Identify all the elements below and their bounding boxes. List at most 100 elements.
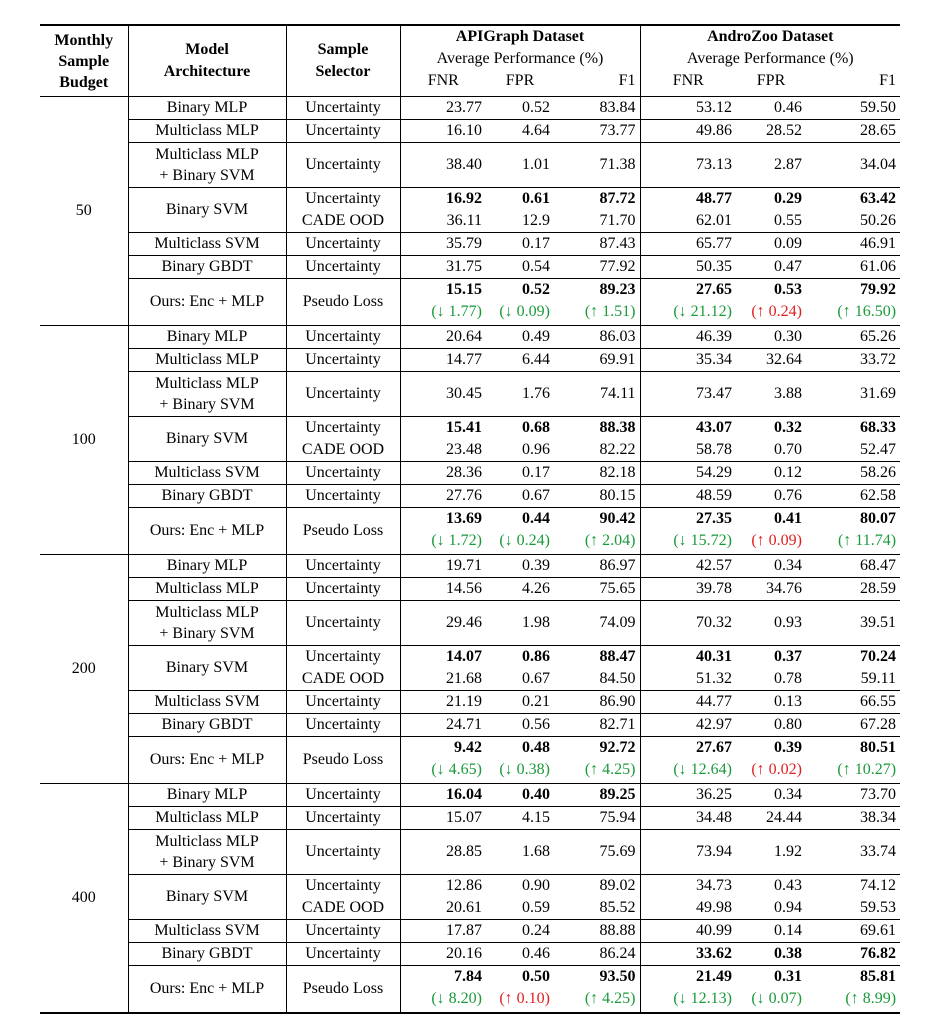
delta-value: (↓ 0.24) xyxy=(499,532,550,549)
androzoo-f1-value: 61.06 xyxy=(860,258,897,275)
architecture-cell: Ours: Enc + MLP xyxy=(128,736,287,784)
apigraph-fnr-value: 23.77 xyxy=(446,99,482,116)
androzoo-fpr-value: 24.44 xyxy=(766,809,802,826)
androzoo-f1-value: 66.55 xyxy=(860,693,897,710)
architecture-cell: Binary SVM xyxy=(128,187,287,233)
androzoo-fpr-value: 0.46 xyxy=(774,99,802,116)
androzoo-fnr-value: 73.94 xyxy=(696,843,732,860)
architecture-cell: Multiclass MLP + Binary SVM xyxy=(128,600,287,646)
architecture-cell: Binary GBDT xyxy=(128,255,287,279)
architecture-cell: Binary MLP xyxy=(128,783,287,807)
androzoo-fnr-value: 43.07 xyxy=(696,419,732,436)
androzoo-fnr-value: 73.47 xyxy=(696,385,732,402)
androzoo-f1-value: 69.61 xyxy=(860,922,897,939)
apigraph-fpr-value: 0.67 xyxy=(522,487,550,504)
apigraph-fnr-value: 23.48 xyxy=(446,441,482,458)
androzoo-fnr-value: 34.48 xyxy=(696,809,732,826)
apigraph-f1-value: 73.77 xyxy=(554,119,641,143)
apigraph-f1-value: 82.22 xyxy=(554,439,641,462)
architecture-cell: Multiclass MLP + Binary SVM xyxy=(128,371,287,417)
apigraph-fpr-value: 1.98 xyxy=(522,614,550,631)
androzoo-fnr-value: 27.67 xyxy=(696,739,732,756)
apigraph-fnr-value: 7.84 xyxy=(454,968,482,985)
table-row: Multiclass MLP Uncertainty 16.10 4.64 73.77 4… xyxy=(40,119,901,143)
dataset-subtitle: Average Performance (%) xyxy=(686,50,854,67)
table-row-deltas: (↓ 4.65) (↓ 0.38) (↑ 4.25) (↓ 12.64) (↑ 0.02… xyxy=(40,759,900,784)
androzoo-fnr-value: 33.62 xyxy=(696,945,732,962)
androzoo-fpr-value: 0.09 xyxy=(774,235,802,252)
table-row: CADE OOD 21.68 0.67 84.50 51.32 0.78 59.11 xyxy=(40,668,900,691)
architecture-cell: Binary MLP xyxy=(128,325,287,349)
delta-value: (↓ 1.72) xyxy=(431,532,482,549)
apigraph-f1-value: 86.24 xyxy=(554,942,641,966)
androzoo-f1-value: 46.91 xyxy=(860,235,897,252)
apigraph-fnr-value: 9.42 xyxy=(454,739,482,756)
dataset-name: AndroZoo Dataset xyxy=(707,28,834,45)
apigraph-f1-value: 87.43 xyxy=(554,232,641,256)
delta-value: (↑ 10.27) xyxy=(837,761,897,778)
table-row-ours: Ours: Enc + MLP Pseudo Loss 15.15 0.52 89.23… xyxy=(40,278,901,326)
selector-cell: Uncertainty xyxy=(286,142,401,188)
selector-cell: Uncertainty xyxy=(286,554,401,578)
apigraph-f1-value: 82.71 xyxy=(554,713,641,737)
table-row: CADE OOD 36.11 12.9 71.70 62.01 0.55 50.26 xyxy=(40,210,900,233)
androzoo-fpr-value: 0.70 xyxy=(774,441,802,458)
apigraph-fnr-value: 35.79 xyxy=(446,235,482,252)
architecture-cell: Binary SVM xyxy=(128,645,287,691)
androzoo-fnr-value: 48.77 xyxy=(696,190,732,207)
delta-value: (↑ 11.74) xyxy=(837,532,897,549)
delta-value: (↓ 0.09) xyxy=(499,303,550,320)
metric-header-f1: F1 xyxy=(554,70,641,97)
apigraph-fnr-value: 24.71 xyxy=(446,716,482,733)
androzoo-fpr-value: 34.76 xyxy=(766,580,802,597)
androzoo-f1-value: 80.07 xyxy=(860,510,897,527)
androzoo-fnr-value: 40.99 xyxy=(696,922,732,939)
androzoo-f1-value: 59.50 xyxy=(860,99,897,116)
apigraph-f1-value: 75.65 xyxy=(554,577,641,601)
selector-cell: Uncertainty xyxy=(286,119,401,143)
androzoo-fnr-value: 27.35 xyxy=(696,510,732,527)
selector-cell: Uncertainty xyxy=(286,187,401,210)
delta-value: (↑ 2.04) xyxy=(554,530,641,555)
metric-header-f1: F1 xyxy=(879,72,897,89)
apigraph-fnr-value: 14.07 xyxy=(446,648,482,665)
table-row: Binary SVM Uncertainty 12.86 0.90 89.02 34.73… xyxy=(40,874,901,920)
apigraph-f1-value: 74.11 xyxy=(554,371,641,417)
delta-value: (↓ 15.72) xyxy=(673,532,732,549)
androzoo-fnr-value: 62.01 xyxy=(696,212,732,229)
apigraph-fpr-value: 6.44 xyxy=(522,351,550,368)
androzoo-fpr-value: 0.76 xyxy=(774,487,802,504)
table-row-ours: Ours: Enc + MLP Pseudo Loss 7.84 0.50 93.50 2… xyxy=(40,965,901,1013)
apigraph-fnr-value: 15.07 xyxy=(446,809,482,826)
apigraph-fnr-value: 14.77 xyxy=(446,351,482,368)
delta-value: (↓ 12.13) xyxy=(673,990,732,1007)
androzoo-fnr-value: 58.78 xyxy=(696,441,732,458)
architecture-cell: Binary MLP xyxy=(128,96,287,120)
androzoo-fpr-value: 0.93 xyxy=(774,614,802,631)
androzoo-fnr-value: 46.39 xyxy=(696,328,732,345)
delta-value: (↓ 8.20) xyxy=(431,990,482,1007)
apigraph-fpr-value: 0.17 xyxy=(522,464,550,481)
apigraph-fnr-value: 15.41 xyxy=(446,419,482,436)
selector-cell: Uncertainty xyxy=(286,348,401,372)
apigraph-f1-value: 88.38 xyxy=(554,416,641,439)
budget-cell: 200 xyxy=(40,554,129,784)
apigraph-fpr-value: 0.24 xyxy=(522,922,550,939)
androzoo-f1-value: 59.53 xyxy=(860,899,897,916)
androzoo-fnr-value: 27.65 xyxy=(696,281,732,298)
androzoo-f1-value: 28.59 xyxy=(860,580,897,597)
androzoo-fnr-value: 49.98 xyxy=(696,899,732,916)
table-row-ours: Ours: Enc + MLP Pseudo Loss 13.69 0.44 90.42… xyxy=(40,507,901,555)
budget-cell: 400 xyxy=(40,783,129,1013)
selector-cell: CADE OOD xyxy=(286,439,401,462)
androzoo-fpr-value: 0.12 xyxy=(774,464,802,481)
apigraph-fnr-value: 38.40 xyxy=(446,156,482,173)
androzoo-fpr-value: 0.55 xyxy=(774,212,802,229)
delta-value: (↓ 21.12) xyxy=(673,303,732,320)
architecture-cell: Multiclass MLP xyxy=(128,119,287,143)
selector-cell: Pseudo Loss xyxy=(286,965,401,1013)
androzoo-fpr-value: 0.43 xyxy=(774,877,802,894)
apigraph-f1-value: 83.84 xyxy=(554,96,641,120)
architecture-cell: Multiclass MLP + Binary SVM xyxy=(128,142,287,188)
apigraph-fnr-value: 16.04 xyxy=(446,786,482,803)
